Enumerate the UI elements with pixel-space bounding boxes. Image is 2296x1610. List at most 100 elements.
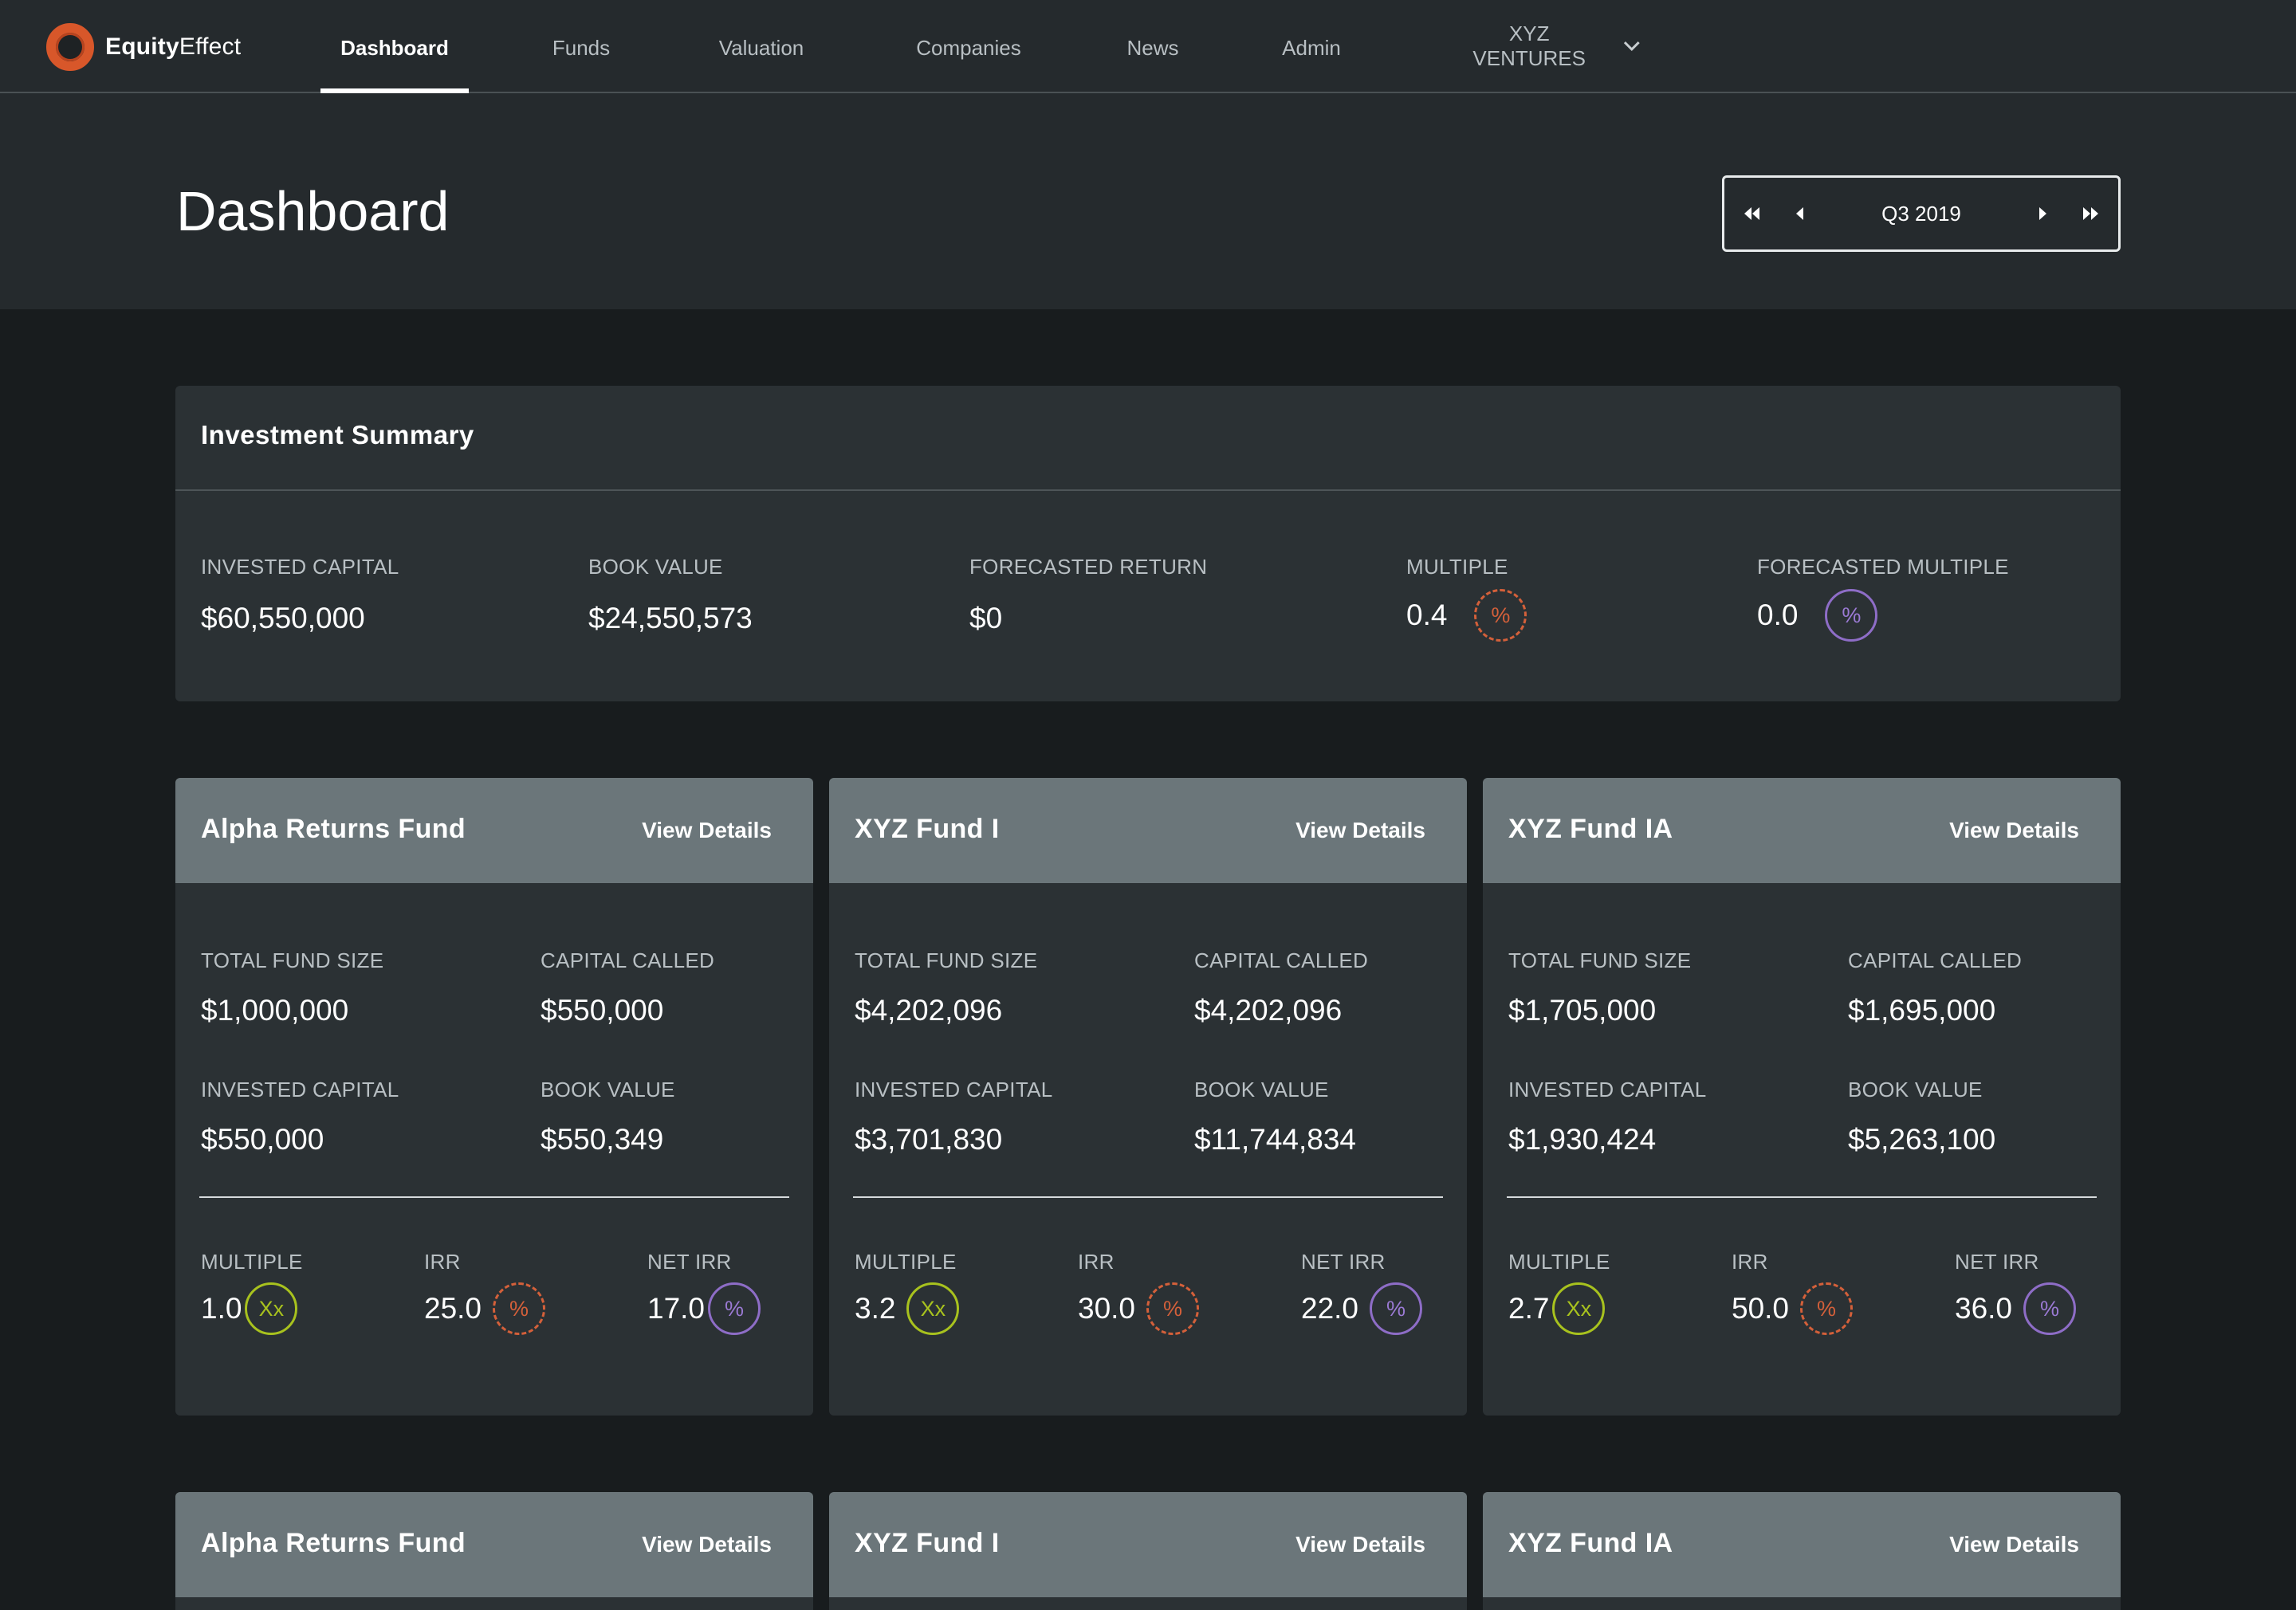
nav-item-label: Funds <box>552 36 611 60</box>
metric-value: 30.0 <box>1078 1292 1136 1325</box>
metric-value: 3.2 <box>855 1292 896 1325</box>
metric-label: INVESTED CAPITAL <box>1508 1078 1707 1101</box>
metric-label: TOTAL FUND SIZE <box>855 948 1038 972</box>
fund-book-value: BOOK VALUE $5,263,100 <box>1848 1078 1995 1156</box>
organization-name: XYZ VENTURES <box>1472 21 1586 70</box>
metric-value: $1,705,000 <box>1508 994 1657 1027</box>
fund-book-value: BOOK VALUE $550,349 <box>541 1078 675 1156</box>
current-period: Q3 2019 <box>1881 202 1961 226</box>
nav-item-label: Valuation <box>718 36 804 60</box>
metric-value: $3,701,830 <box>855 1123 1003 1156</box>
multiple-badge-icon: Xx <box>245 1282 298 1335</box>
metric-value: $550,349 <box>541 1123 664 1156</box>
investment-summary-panel: Investment Summary INVESTED CAPITAL $60,… <box>175 386 2121 701</box>
fund-multiple: MULTIPLE 1.0 Xx <box>201 1250 303 1335</box>
multiple-badge-icon: Xx <box>906 1282 960 1335</box>
nav-item-funds[interactable]: Funds <box>529 0 633 92</box>
next-period-icon <box>2039 207 2046 220</box>
fund-card-header: Alpha Returns Fund View Details <box>175 1492 813 1597</box>
percent-badge-icon: % <box>493 1282 546 1335</box>
fund-card: XYZ Fund I View Details <box>829 1492 1467 1610</box>
metric-value: $1,695,000 <box>1848 994 1996 1027</box>
nav-item-dashboard[interactable]: Dashboard <box>320 0 469 93</box>
nav-item-label: Dashboard <box>340 36 449 60</box>
metric-value: 0.4 <box>1406 599 1448 631</box>
summary-book-value: BOOK VALUE $24,550,573 <box>588 555 753 635</box>
metric-label: IRR <box>1078 1250 1115 1274</box>
nav-item-companies[interactable]: Companies <box>901 0 1036 92</box>
summary-multiple: MULTIPLE 0.4 % <box>1406 555 1527 642</box>
fund-irr: IRR 25.0% <box>424 1250 546 1335</box>
chevron-down-icon <box>1624 41 1641 51</box>
percent-badge-icon: % <box>1474 589 1527 642</box>
view-details-link[interactable]: View Details <box>1949 818 2079 842</box>
metric-label: TOTAL FUND SIZE <box>1508 948 1692 972</box>
prev-period-icon <box>1796 207 1803 220</box>
percent-badge-icon: % <box>1825 589 1878 642</box>
nav-item-valuation[interactable]: Valuation <box>702 0 821 92</box>
metric-label: TOTAL FUND SIZE <box>201 948 384 972</box>
fund-capital-called: CAPITAL CALLED $550,000 <box>541 948 714 1027</box>
fund-card: Alpha Returns Fund View Details <box>175 1492 813 1610</box>
organization-menu[interactable]: XYZ VENTURES <box>1451 0 1642 92</box>
fund-capital-called: CAPITAL CALLED $1,695,000 <box>1848 948 2022 1027</box>
view-details-link[interactable]: View Details <box>1949 1532 2079 1557</box>
metric-value: 22.0 <box>1301 1292 1359 1325</box>
fund-name: XYZ Fund IA <box>1508 814 1673 844</box>
view-details-link[interactable]: View Details <box>1295 1532 1425 1557</box>
nav-item-label: Admin <box>1282 36 1341 60</box>
metric-label: NET IRR <box>1955 1250 2039 1274</box>
fund-card-header: Alpha Returns Fund View Details <box>175 778 813 883</box>
fund-name: XYZ Fund I <box>855 1528 1000 1558</box>
fund-irr: IRR 50.0% <box>1732 1250 1854 1335</box>
metric-value: $0 <box>969 602 1003 634</box>
last-period-button[interactable] <box>2070 178 2110 249</box>
investment-summary-title: Investment Summary <box>175 386 2121 491</box>
metric-value: $4,202,096 <box>1194 994 1343 1027</box>
fund-total-size: TOTAL FUND SIZE $1,000,000 <box>201 948 383 1027</box>
page-title: Dashboard <box>176 180 450 242</box>
metric-value: $1,000,000 <box>201 994 349 1027</box>
metric-label: MULTIPLE <box>201 1250 303 1274</box>
nav-item-label: News <box>1126 36 1179 60</box>
first-period-button[interactable] <box>1732 178 1772 249</box>
fund-card-header: XYZ Fund IA View Details <box>1483 1492 2121 1597</box>
metric-label: NET IRR <box>1301 1250 1386 1274</box>
brand-logo-link[interactable]: EquityEffect <box>46 23 241 71</box>
fund-total-size: TOTAL FUND SIZE $1,705,000 <box>1508 948 1691 1027</box>
multiple-badge-icon: Xx <box>1552 1282 1606 1335</box>
metric-label: BOOK VALUE <box>588 555 723 579</box>
view-details-link[interactable]: View Details <box>642 1532 772 1557</box>
nav-item-news[interactable]: News <box>1113 0 1193 92</box>
metric-value: $550,000 <box>541 994 664 1027</box>
metric-label: FORECASTED MULTIPLE <box>1757 555 2009 579</box>
percent-badge-icon: % <box>1146 1282 1200 1335</box>
metric-label: BOOK VALUE <box>541 1078 675 1101</box>
metric-label: CAPITAL CALLED <box>541 948 715 972</box>
metric-label: INVESTED CAPITAL <box>201 1078 399 1101</box>
view-details-link[interactable]: View Details <box>642 818 772 842</box>
view-details-link[interactable]: View Details <box>1295 818 1425 842</box>
next-period-button[interactable] <box>2023 178 2062 249</box>
percent-badge-icon: % <box>708 1282 761 1335</box>
summary-forecasted-multiple: FORECASTED MULTIPLE 0.0 % <box>1757 555 2009 642</box>
nav-item-label: Companies <box>916 36 1021 60</box>
fund-card-body: TOTAL FUND SIZE $1,705,000 CAPITAL CALLE… <box>1483 883 2121 1416</box>
top-navigation-bar: EquityEffect Dashboard Funds Valuation C… <box>0 0 2296 93</box>
percent-badge-icon: % <box>1370 1282 1423 1335</box>
metric-value: $60,550,000 <box>201 602 365 634</box>
fund-invested-capital: INVESTED CAPITAL $3,701,830 <box>855 1078 1053 1156</box>
metric-label: NET IRR <box>647 1250 732 1274</box>
metric-value: 36.0 <box>1955 1292 2013 1325</box>
metric-label: MULTIPLE <box>1508 1250 1610 1274</box>
nav-item-admin[interactable]: Admin <box>1268 0 1355 92</box>
previous-period-button[interactable] <box>1780 178 1820 249</box>
metric-value: $24,550,573 <box>588 602 753 634</box>
metric-label: CAPITAL CALLED <box>1194 948 1369 972</box>
metric-label: IRR <box>1732 1250 1768 1274</box>
metric-label: BOOK VALUE <box>1194 1078 1329 1101</box>
fund-name: XYZ Fund I <box>855 814 1000 844</box>
equityeffect-logo-icon <box>46 23 94 71</box>
fund-total-size: TOTAL FUND SIZE $4,202,096 <box>855 948 1037 1027</box>
fund-invested-capital: INVESTED CAPITAL $1,930,424 <box>1508 1078 1707 1156</box>
